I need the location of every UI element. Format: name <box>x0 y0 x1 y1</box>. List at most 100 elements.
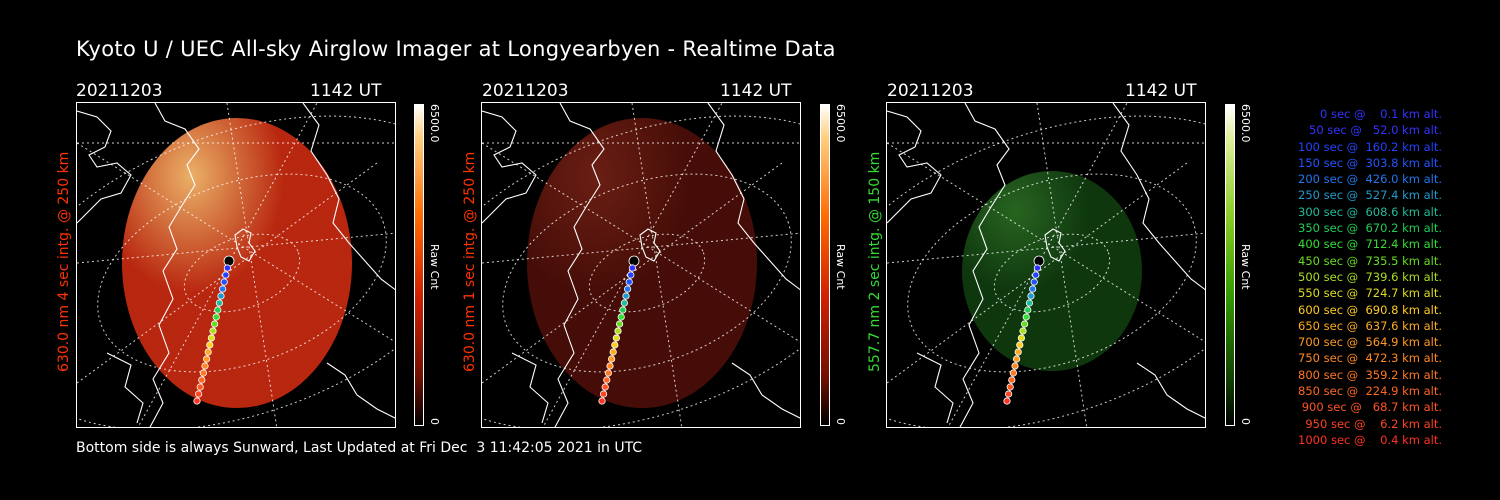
page-title: Kyoto U / UEC All-sky Airglow Imager at … <box>76 37 836 61</box>
trajectory-point <box>215 299 223 307</box>
trajectory-point <box>609 348 617 356</box>
trajectory-point <box>207 334 215 342</box>
trajectory-point <box>1025 299 1033 307</box>
trajectory-point <box>625 278 633 286</box>
legend-row: 1000 sec @ 0.4 km alt. <box>1298 432 1442 447</box>
trajectory-point <box>628 264 636 272</box>
trajectory-point <box>1008 376 1016 384</box>
trajectory-point <box>217 292 225 300</box>
latitude-circle <box>907 173 1197 373</box>
trajectory-point <box>628 255 640 267</box>
coastline <box>482 110 537 224</box>
trajectory-point <box>624 285 632 293</box>
trajectory-point <box>611 341 619 349</box>
panel-1-colorbar <box>414 104 424 426</box>
trajectory-point <box>1003 397 1011 405</box>
trajectory-point <box>1013 355 1021 363</box>
trajectory-point <box>1029 285 1037 293</box>
legend-row: 200 sec @ 426.0 km alt. <box>1298 172 1442 187</box>
trajectory-point <box>1030 278 1038 286</box>
coastline <box>1112 103 1205 291</box>
legend-row: 300 sec @ 608.6 km alt. <box>1298 204 1442 219</box>
legend-row: 700 sec @ 564.9 km alt. <box>1298 335 1442 350</box>
sky-image <box>122 118 352 408</box>
latitude-circle <box>993 233 1111 313</box>
coastline <box>707 103 800 291</box>
legend-row: 600 sec @ 690.8 km alt. <box>1298 302 1442 317</box>
trajectory-point <box>614 327 622 335</box>
trajectory-point <box>223 264 231 272</box>
legend-row: 500 sec @ 739.6 km alt. <box>1298 269 1442 284</box>
coastline <box>887 110 942 224</box>
trajectory-point <box>619 306 627 314</box>
svalbard-outline <box>639 228 661 262</box>
latitude-circle <box>97 173 387 373</box>
panel-3-cbar-max: 6500.0 <box>1239 104 1252 143</box>
trajectory-point <box>203 355 211 363</box>
legend-row: 800 sec @ 359.2 km alt. <box>1298 367 1442 382</box>
legend-row: 0 sec @ 0.1 km alt. <box>1319 107 1442 121</box>
legend-row: 750 sec @ 472.3 km alt. <box>1298 351 1442 366</box>
legend-row: 350 sec @ 670.2 km alt. <box>1298 221 1442 236</box>
panel-3-cbar-unit: Raw Cnt <box>1239 244 1252 290</box>
panel-2-time: 1142 UT <box>720 81 792 101</box>
trajectory-point <box>204 348 212 356</box>
trajectory-point <box>1033 255 1045 267</box>
latitude-circle <box>502 173 792 373</box>
panel-1-cbar-unit: Raw Cnt <box>428 244 441 290</box>
legend-row: 950 sec @ 6.2 km alt. <box>1305 416 1442 431</box>
legend-row: 100 sec @ 160.2 km alt. <box>1298 139 1442 154</box>
trajectory-point <box>1014 348 1022 356</box>
panel-1-image <box>76 102 396 428</box>
legend-row: 900 sec @ 68.7 km alt. <box>1301 400 1442 415</box>
trajectory-point <box>1024 306 1032 314</box>
trajectory-point <box>209 327 217 335</box>
coastline <box>106 352 144 424</box>
coastline <box>77 110 132 224</box>
trajectory-point <box>223 255 235 267</box>
trajectory-point <box>620 299 628 307</box>
trajectory-point <box>214 306 222 314</box>
legend-row: 550 sec @ 724.7 km alt. <box>1298 286 1442 301</box>
panel-3-image <box>886 102 1206 428</box>
trajectory-point <box>1033 264 1041 272</box>
trajectory-point <box>1005 390 1013 398</box>
panel-2-image <box>481 102 801 428</box>
trajectory-point <box>206 341 214 349</box>
coastline <box>916 352 954 424</box>
panel-3-ylabel: 557.7 nm 2 sec intg. @ 150 km <box>867 151 883 372</box>
latitude-circle <box>183 233 301 313</box>
trajectory-point <box>1027 292 1035 300</box>
trajectory-point <box>612 334 620 342</box>
trajectory-point <box>196 383 204 391</box>
coastline <box>326 362 395 419</box>
trajectory-point <box>1016 341 1024 349</box>
trajectory-point <box>1017 334 1025 342</box>
legend-row: 400 sec @ 712.4 km alt. <box>1298 237 1442 252</box>
panel-2-cbar-min: 0 <box>834 418 847 425</box>
trajectory-point <box>600 390 608 398</box>
coastline <box>1136 362 1205 419</box>
trajectory-point <box>604 369 613 377</box>
panel-1-cbar-max: 6500.0 <box>428 104 441 143</box>
legend-row: 450 sec @ 735.5 km alt. <box>1298 253 1442 268</box>
coastline <box>554 103 605 427</box>
panel-1-cbar-min: 0 <box>428 418 441 425</box>
trajectory-point <box>601 383 609 391</box>
trajectory-point <box>598 397 606 405</box>
trajectory-point <box>222 271 230 279</box>
legend-row: 250 sec @ 527.4 km alt. <box>1298 188 1442 203</box>
panel-2-cbar-max: 6500.0 <box>834 104 847 143</box>
svalbard-outline <box>1044 228 1066 262</box>
panel-2-colorbar <box>820 104 830 426</box>
panel-2-ylabel: 630.0 nm 1 sec intg. @ 250 km <box>462 151 478 372</box>
trajectory-point <box>1021 320 1029 328</box>
panel-2-date: 20211203 <box>482 81 569 101</box>
trajectory-point <box>606 362 614 370</box>
trajectory-point <box>627 271 635 279</box>
trajectory-point <box>198 376 206 384</box>
sky-image <box>962 171 1142 371</box>
coastline <box>302 103 395 291</box>
trajectory-point <box>193 397 201 405</box>
coastline <box>511 352 549 424</box>
